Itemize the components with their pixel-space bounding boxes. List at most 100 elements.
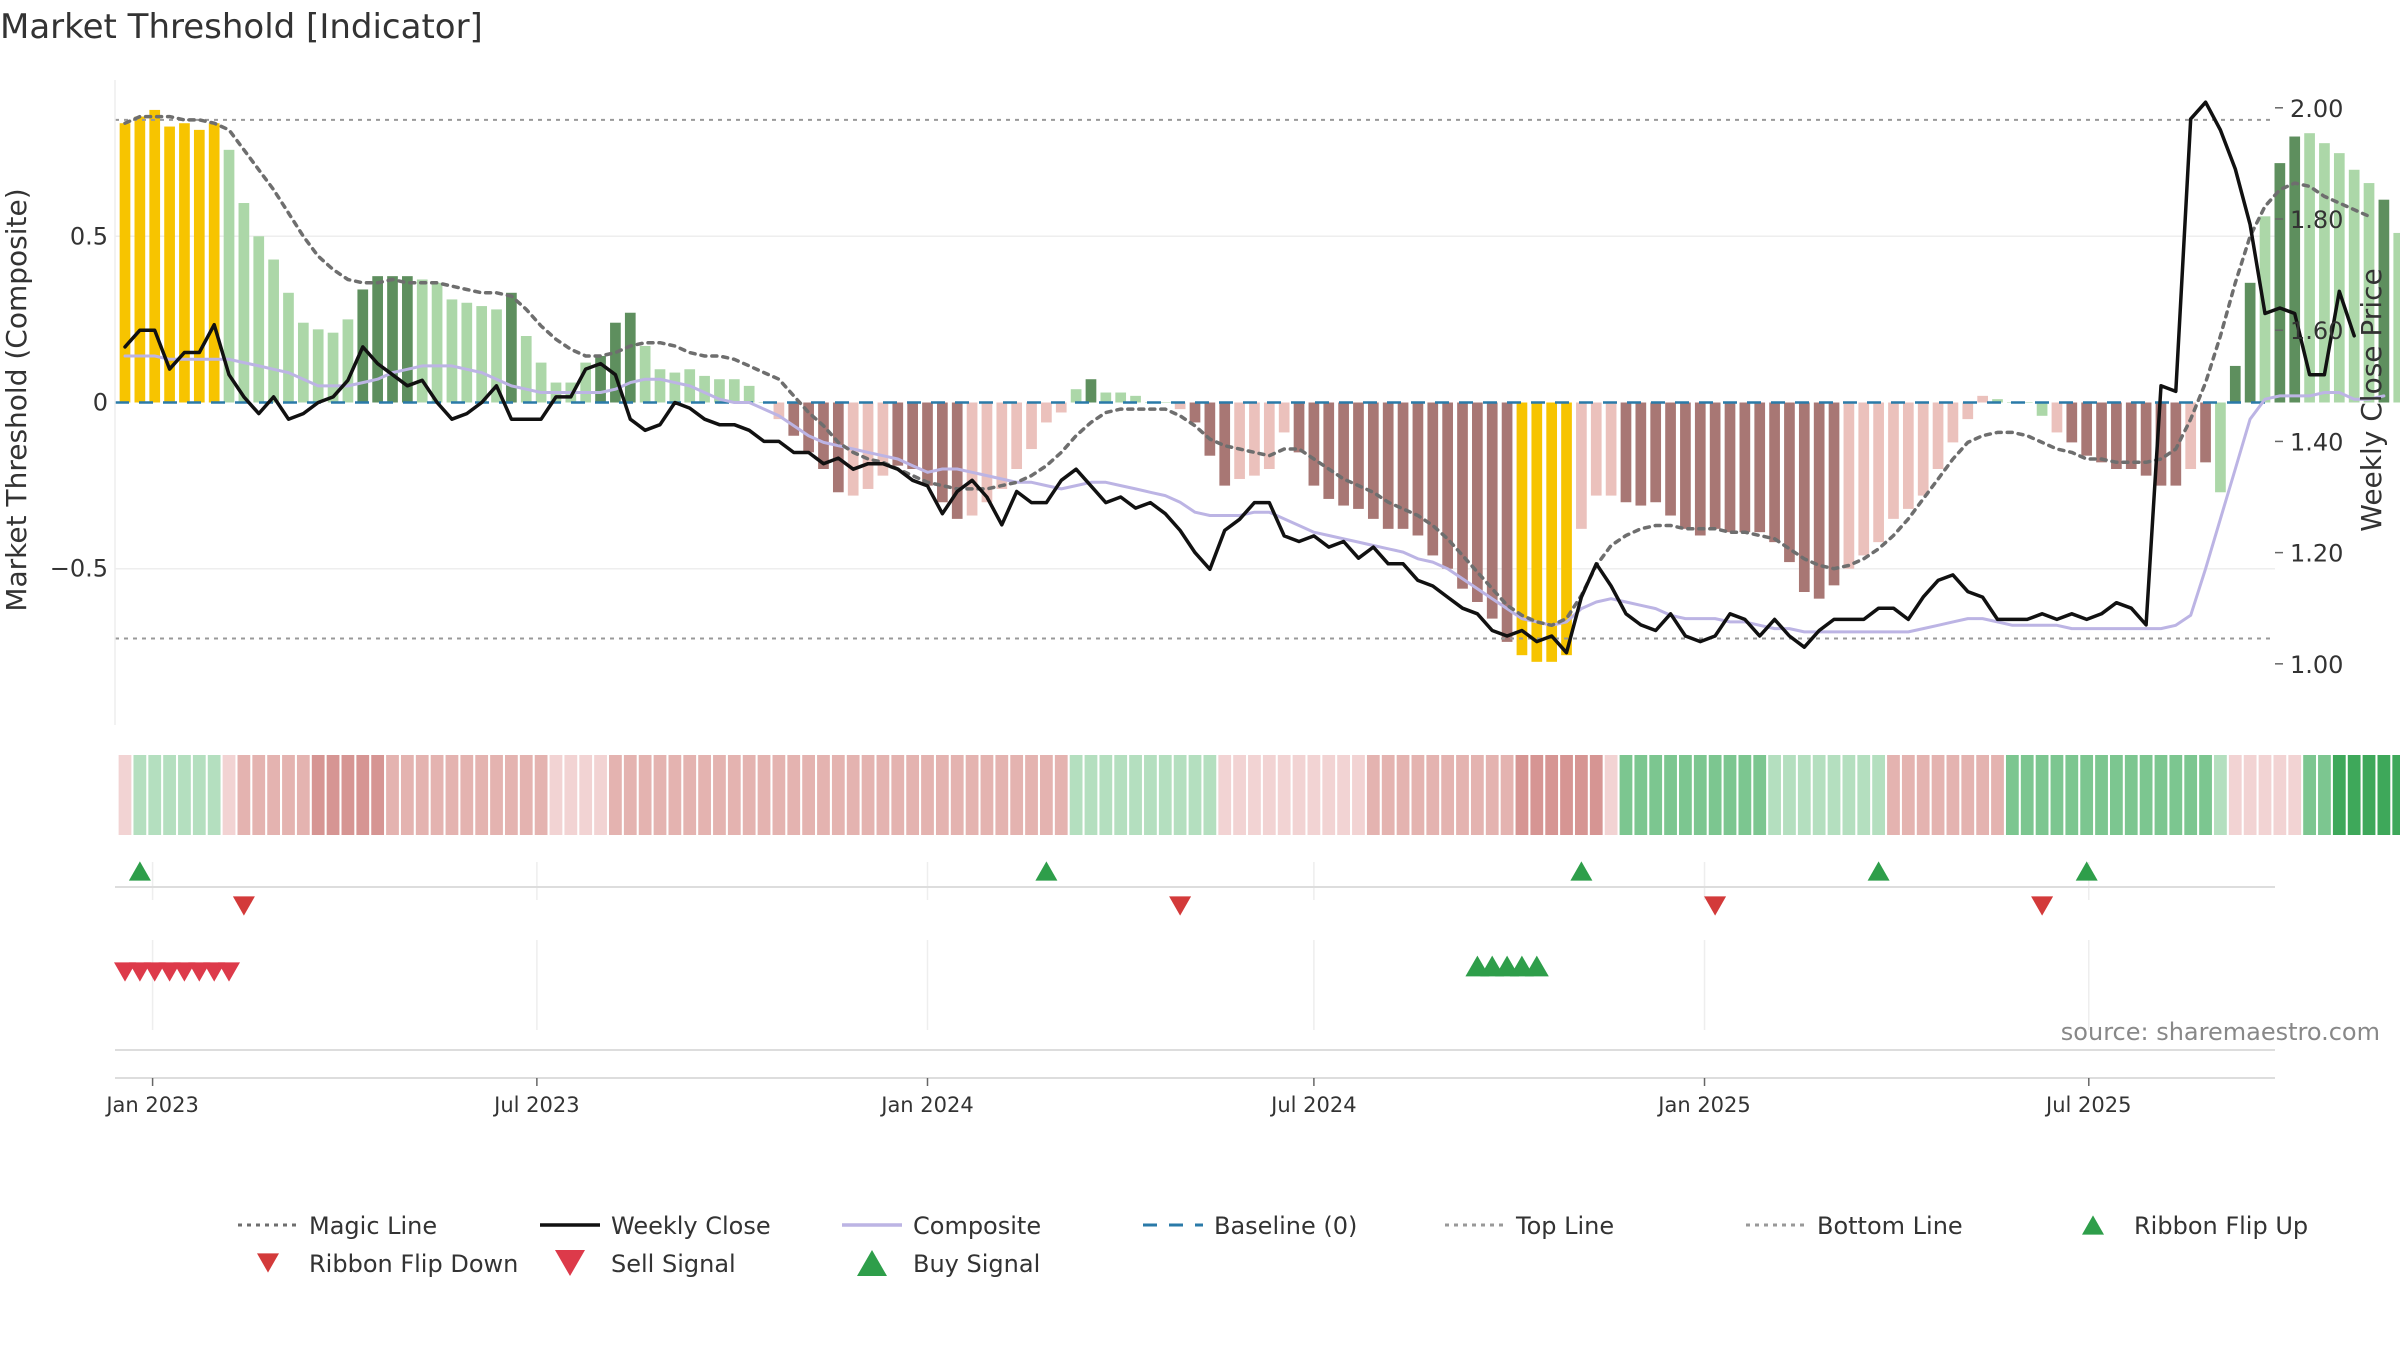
- histogram-bar: [1680, 402, 1691, 529]
- ribbon-flip-down-marker: [2031, 896, 2054, 916]
- histogram-bar: [580, 362, 592, 403]
- axes: 0.5 0 −0.5 2.00 1.80 1.60 1.40 1.20 1.00: [50, 80, 2343, 725]
- ribbon-cell: [2050, 755, 2064, 835]
- ribbon-cell: [1470, 755, 1484, 835]
- histogram-bar: [1784, 402, 1795, 563]
- ribbon-cell: [1961, 755, 1975, 835]
- ribbon-cell: [980, 755, 994, 835]
- histogram-bar: [951, 402, 963, 519]
- ribbon-cell: [1456, 755, 1469, 835]
- x-tick-label: Jul 2023: [492, 1093, 579, 1117]
- histogram-bar: [832, 402, 844, 493]
- ribbon-cell: [2065, 755, 2079, 835]
- grid: [115, 235, 2275, 1030]
- legend-label: Sell Signal: [611, 1250, 736, 1278]
- legend-swatch: [2082, 1215, 2104, 1235]
- histogram-bar: [2274, 163, 2286, 403]
- histogram-bar: [2304, 133, 2315, 403]
- ribbon-cell: [1946, 755, 1960, 835]
- histogram-bar: [2363, 183, 2375, 403]
- ribbon-cell: [1530, 755, 1544, 835]
- histogram-bar: [1917, 402, 1929, 496]
- ribbon-cell: [1916, 755, 1930, 835]
- histogram-bar: [2036, 402, 2048, 416]
- histogram-bars: [119, 109, 2400, 662]
- histogram-bar: [2066, 402, 2078, 443]
- ribbon-cell: [1069, 755, 1083, 835]
- ribbon-cell: [564, 755, 578, 835]
- histogram-bar: [2096, 402, 2107, 463]
- histogram-bar: [1888, 402, 1899, 519]
- ribbon-cell: [1931, 755, 1945, 835]
- ribbon-cell: [1441, 755, 1455, 835]
- ribbon-cell: [1084, 755, 1098, 835]
- ribbon-cell: [2020, 755, 2034, 835]
- legend-label: Composite: [913, 1212, 1041, 1240]
- ribbon-cell: [326, 755, 340, 835]
- x-tick-label: Jan 2024: [879, 1093, 974, 1117]
- histogram-bar: [714, 379, 725, 403]
- histogram-bar: [2185, 402, 2197, 469]
- histogram-bar: [1902, 402, 1914, 509]
- x-axis: Jan 2023 Jul 2023 Jan 2024 Jul 2024 Jan 2025…: [104, 1077, 2275, 1117]
- ribbon-cell: [2347, 755, 2361, 835]
- histogram-bar: [1561, 402, 1572, 656]
- histogram-bar: [862, 402, 874, 489]
- ribbon-cell: [1708, 755, 1722, 835]
- histogram-bar: [981, 402, 993, 503]
- ribbon-cell: [1485, 755, 1499, 835]
- series-lines: [115, 100, 2386, 655]
- ribbon-cell: [727, 755, 741, 835]
- histogram-bar: [416, 279, 428, 403]
- histogram-bar: [2244, 282, 2256, 403]
- ribbon-cell: [1099, 755, 1113, 835]
- sell-signal-marker: [218, 962, 240, 982]
- histogram-bar: [1650, 402, 1662, 503]
- ribbon-cell: [534, 755, 548, 835]
- histogram-bar: [1249, 402, 1260, 476]
- histogram-bar: [1694, 402, 1706, 536]
- ribbon-cell: [1783, 755, 1796, 835]
- histogram-bar: [2140, 402, 2152, 476]
- ribbon-cell: [475, 755, 489, 835]
- histogram-bar: [535, 362, 547, 403]
- histogram-bar: [1293, 402, 1305, 453]
- histogram-bar: [1962, 402, 1974, 420]
- ribbon-cell: [1277, 755, 1291, 835]
- histogram-bar: [2229, 365, 2241, 403]
- y2-tick-label: 1.40: [2290, 428, 2343, 456]
- legend-entry: Baseline (0): [1143, 1212, 1357, 1240]
- ribbon-cell: [802, 755, 816, 835]
- histogram-bar: [818, 402, 829, 469]
- ribbon-cell: [1872, 755, 1886, 835]
- histogram-bar: [1353, 402, 1364, 509]
- histogram-bar: [2155, 402, 2167, 486]
- ribbon-cell: [1366, 755, 1380, 835]
- histogram-bar: [1442, 402, 1453, 569]
- ribbon-cell: [2318, 755, 2331, 835]
- histogram-bar: [1204, 402, 1216, 456]
- histogram-bar: [1308, 402, 1320, 486]
- ribbon-cell: [965, 755, 979, 835]
- histogram-bar: [1323, 402, 1335, 499]
- x-tick-label: Jul 2025: [2044, 1093, 2131, 1117]
- histogram-bar: [1100, 392, 1112, 403]
- ribbon-cell: [846, 755, 860, 835]
- ribbon-cell: [386, 755, 399, 835]
- histogram-bar: [654, 369, 666, 403]
- histogram-bar: [387, 276, 398, 403]
- histogram-bar: [1159, 402, 1171, 403]
- ribbon-cell: [267, 755, 281, 835]
- histogram-bar: [1457, 402, 1468, 589]
- ribbon-cell: [504, 755, 518, 835]
- ribbon-cell: [1114, 755, 1128, 835]
- ribbon-cell: [921, 755, 934, 835]
- ribbon-cell: [1723, 755, 1737, 835]
- histogram-bar: [2348, 169, 2360, 403]
- histogram-bar: [922, 402, 933, 486]
- histogram-bar: [2289, 136, 2301, 403]
- histogram-bar: [1635, 402, 1647, 506]
- legend: Magic Line Weekly Close Composite Baseline …: [238, 1212, 2308, 1278]
- ribbon-cell: [252, 755, 266, 835]
- ribbon-cell: [1262, 755, 1276, 835]
